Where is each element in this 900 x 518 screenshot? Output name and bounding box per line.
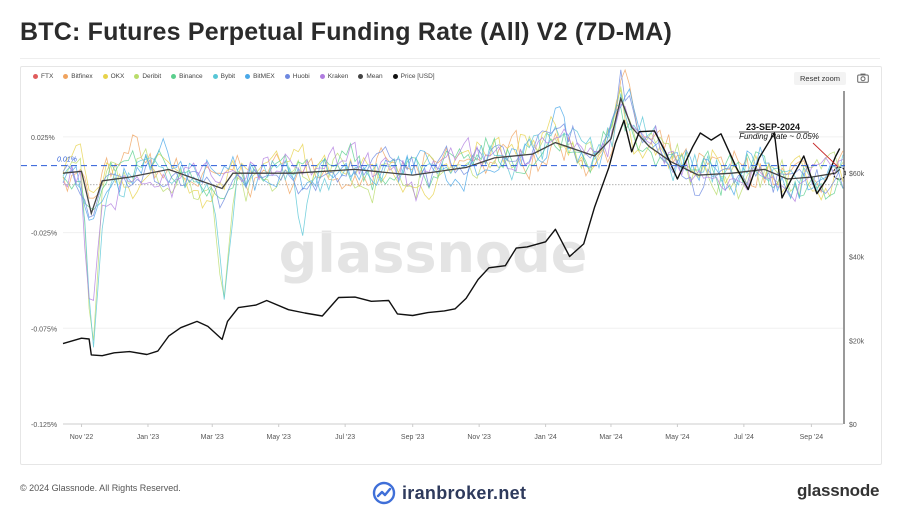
legend-swatch [63, 74, 69, 79]
legend-label: Bitfinex [71, 73, 93, 80]
x-tick-label: Mar '24 [599, 434, 622, 441]
legend-swatch [358, 74, 364, 79]
legend-item[interactable]: Huobi [284, 73, 310, 80]
legend-item[interactable]: Bitfinex [63, 73, 93, 80]
legend-item[interactable]: Price [USD] [392, 73, 435, 80]
exchange-series-line [62, 86, 844, 341]
y-right-tick-label: $40k [849, 255, 865, 262]
legend-label: Mean [366, 73, 383, 80]
legend-item[interactable]: Bybit [212, 73, 236, 80]
x-tick-label: Jan '24 [534, 434, 556, 441]
x-tick-label: Nov '23 [467, 434, 491, 441]
y-right-tick-label: $0 [849, 422, 857, 429]
title-divider [20, 58, 880, 59]
legend-item[interactable]: Deribit [134, 73, 161, 80]
reference-line-label: 0.01% [57, 157, 77, 164]
legend-swatch [245, 74, 251, 79]
exchange-series-line [62, 69, 844, 218]
chart-card: FTX Bitfinex OKX Deribit Binance Bybit BitMEX H… [20, 66, 882, 465]
y-right-tick-label: $20k [849, 338, 865, 345]
broker-logo-icon [372, 481, 396, 505]
legend-item[interactable]: Mean [358, 73, 383, 80]
page-title: BTC: Futures Perpetual Funding Rate (All… [20, 18, 673, 46]
brand-name: iranbroker.net [402, 482, 527, 503]
legend-label: Bybit [220, 73, 236, 80]
annotation-date: 23-SEP-2024 [746, 122, 800, 132]
y-left-tick-label: -0.025% [31, 231, 57, 238]
legend-label: FTX [41, 73, 54, 80]
funding-rate-chart: glassnode 0.025% -0.025% -0.075% -0.125% $60k… [21, 68, 865, 441]
exchange-series-line [62, 104, 844, 211]
legend-item[interactable]: Kraken [319, 73, 349, 80]
mean-series-line [62, 96, 841, 216]
legend-label: Huobi [292, 73, 310, 80]
legend-swatch [134, 74, 140, 79]
x-tick-label: Mar '23 [201, 434, 224, 441]
legend-item[interactable]: OKX [102, 73, 125, 80]
legend-swatch [392, 74, 398, 79]
legend-label: Price [USD] [400, 73, 435, 80]
legend-item[interactable]: BitMEX [245, 73, 275, 80]
y-left-tick-label: 0.025% [31, 135, 55, 142]
price-series-line [62, 119, 841, 357]
exchange-series-line [62, 103, 844, 301]
y-left-tick-label: -0.125% [31, 422, 57, 429]
x-tick-label: Nov '22 [70, 434, 94, 441]
legend-swatch [319, 74, 325, 79]
reset-zoom-button[interactable]: Reset zoom [794, 72, 847, 85]
x-tick-label: Jan '23 [137, 434, 159, 441]
legend-label: OKX [110, 73, 125, 80]
annotation-text: Funding Rate ~ 0.05% [739, 132, 819, 141]
exchange-series-line [62, 89, 844, 210]
legend-swatch [33, 74, 38, 79]
legend-swatch [284, 74, 290, 79]
legend-item[interactable]: FTX [33, 73, 53, 80]
x-tick-label: May '24 [665, 434, 689, 441]
y-right-tick-label: $60k [849, 171, 865, 178]
annotation-arrow [812, 142, 839, 168]
x-tick-label: Jul '23 [335, 434, 355, 441]
legend-swatch [212, 74, 218, 79]
x-tick-label: Jul '24 [734, 434, 754, 441]
legend-label: Deribit [142, 73, 162, 80]
legend-label: Kraken [327, 73, 349, 80]
x-tick-label: Sep '23 [401, 434, 425, 441]
legend-label: Binance [179, 73, 203, 80]
annotation-circle [832, 166, 846, 180]
y-left-tick-label: -0.075% [31, 326, 57, 333]
legend-label: BitMEX [253, 73, 275, 80]
copyright-text: © 2024 Glassnode. All Rights Reserved. [20, 483, 181, 493]
watermark: glassnode [279, 222, 588, 285]
brand-mark: iranbroker.net [372, 481, 526, 505]
legend-swatch [171, 74, 177, 79]
legend-item[interactable]: Binance [171, 73, 203, 80]
x-tick-label: Sep '24 [800, 434, 824, 441]
glassnode-logo: glassnode [797, 481, 880, 500]
camera-icon[interactable] [857, 73, 869, 83]
x-tick-label: May '23 [267, 434, 291, 441]
legend-swatch [102, 74, 108, 79]
chart-legend: FTX Bitfinex OKX Deribit Binance Bybit BitMEX H… [33, 73, 445, 80]
